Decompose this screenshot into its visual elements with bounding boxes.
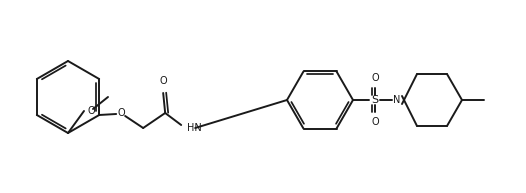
Text: S: S [371,95,379,105]
Text: HN: HN [187,123,202,133]
Text: N: N [393,95,401,105]
Text: O: O [371,117,379,127]
Text: O: O [117,108,125,118]
Text: O: O [159,76,167,86]
Text: O: O [371,73,379,83]
Text: O: O [88,106,96,116]
